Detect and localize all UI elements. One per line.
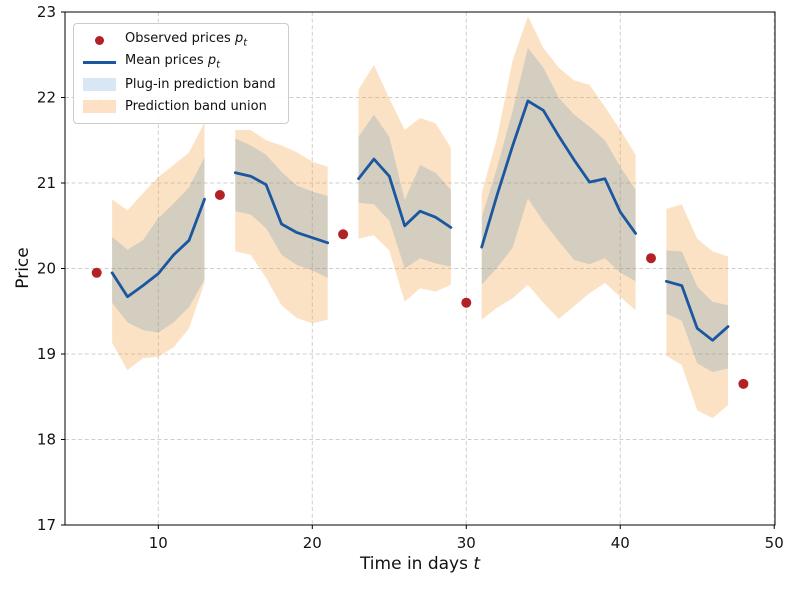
observed-point-day-22 <box>338 229 349 240</box>
union-band-segment-3 <box>358 65 451 302</box>
legend-item-mean-prices: Mean prices pt <box>83 52 276 71</box>
legend-item-observed-prices: Observed prices pt <box>83 30 276 49</box>
y-tick-label-19: 19 <box>37 345 56 363</box>
observed-point-day-30 <box>461 297 472 308</box>
x-axis-label: Time in days t <box>359 554 481 574</box>
mean-line-segment-3 <box>357 157 453 229</box>
observed-point-day-6 <box>91 267 102 278</box>
union-band-segment-2 <box>235 130 328 324</box>
legend-label-plugin-band: Plug-in prediction band <box>125 77 276 92</box>
mean-line-segment-5 <box>665 279 730 342</box>
observed-point-day-48 <box>738 378 749 389</box>
observed-point-day-42 <box>646 253 656 264</box>
observed-dot-marker-icon <box>95 36 104 45</box>
observed-point-day-14 <box>214 190 225 200</box>
x-tick-label-30: 30 <box>457 534 476 552</box>
mean-line-segment-2 <box>233 171 330 245</box>
legend-label-band-union: Prediction band union <box>125 99 267 114</box>
mean-line-segment-1 <box>110 197 206 299</box>
legend-item-plugin-band: Plug-in prediction band <box>83 76 276 93</box>
x-tick-label-20: 20 <box>303 534 322 552</box>
y-tick-label-23: 23 <box>37 3 56 21</box>
legend-label-mean: Mean prices pt <box>125 52 220 71</box>
x-tick-label-50: 50 <box>765 534 784 552</box>
y-tick-label-18: 18 <box>37 431 56 449</box>
y-tick-label-22: 22 <box>37 89 56 107</box>
legend-label-observed: Observed prices pt <box>125 30 248 49</box>
union-band-segment-4 <box>481 16 636 320</box>
plugin-band-segment-2 <box>235 138 328 278</box>
x-tick-label-10: 10 <box>149 534 168 552</box>
mean-line-segment-4 <box>480 99 637 249</box>
mean-line-marker-icon <box>83 61 116 64</box>
union-band-swatch-icon <box>83 100 116 113</box>
plugin-band-segment-1 <box>112 157 205 333</box>
y-tick-label-17: 17 <box>37 516 56 534</box>
plugin-band-segment-3 <box>358 114 451 269</box>
y-axis-label: Price <box>13 247 33 289</box>
legend: Observed prices pt Mean prices pt Plug-i… <box>73 23 289 124</box>
plugin-band-segment-4 <box>481 47 636 285</box>
union-band-segment-5 <box>666 204 728 419</box>
y-tick-label-21: 21 <box>37 174 56 192</box>
plugin-band-swatch-icon <box>83 78 116 91</box>
union-band-segment-1 <box>112 122 205 371</box>
legend-item-band-union: Prediction band union <box>83 98 276 115</box>
y-tick-label-20: 20 <box>37 260 56 278</box>
x-tick-label-40: 40 <box>611 534 630 552</box>
